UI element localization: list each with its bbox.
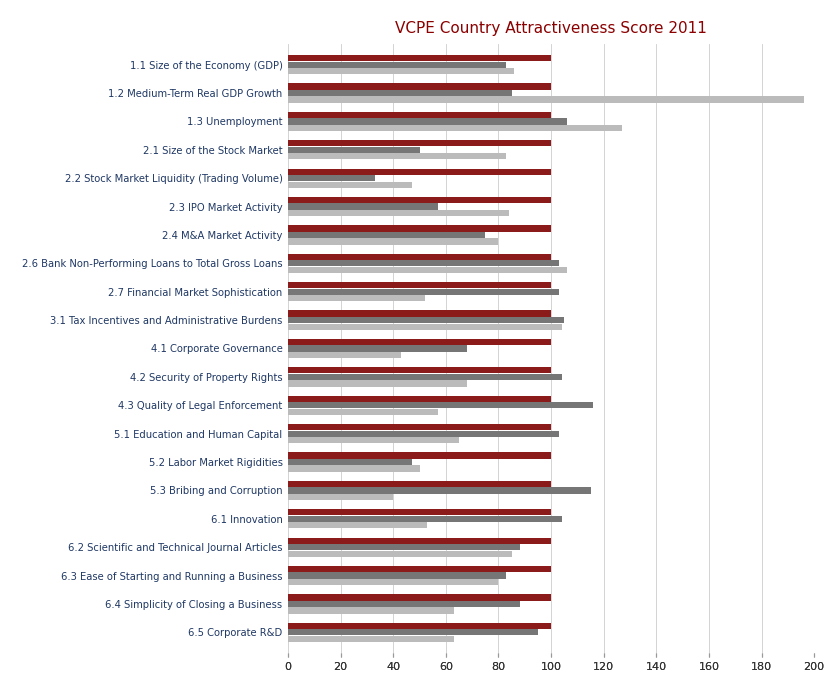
Bar <box>288 409 438 415</box>
Bar <box>288 84 551 90</box>
Bar <box>288 182 412 188</box>
Bar <box>288 494 393 500</box>
Bar <box>288 169 551 175</box>
Bar <box>288 629 538 636</box>
Title: VCPE Country Attractiveness Score 2011: VCPE Country Attractiveness Score 2011 <box>395 21 707 36</box>
Bar <box>288 465 419 472</box>
Bar <box>288 607 453 613</box>
Bar <box>288 232 485 238</box>
Bar <box>288 594 551 600</box>
Bar <box>288 140 551 146</box>
Bar <box>288 203 438 209</box>
Bar <box>288 239 498 245</box>
Bar <box>288 509 551 515</box>
Bar <box>288 260 559 267</box>
Bar <box>288 147 419 153</box>
Bar <box>288 254 551 260</box>
Bar <box>288 566 551 572</box>
Bar <box>288 380 467 386</box>
Bar <box>288 311 551 317</box>
Bar <box>288 112 551 118</box>
Bar <box>288 125 622 131</box>
Bar <box>288 295 425 301</box>
Bar <box>288 345 467 352</box>
Bar <box>288 515 562 522</box>
Bar <box>288 175 375 182</box>
Bar <box>288 97 803 103</box>
Bar <box>288 522 428 528</box>
Bar <box>288 452 551 458</box>
Bar <box>288 352 401 358</box>
Bar <box>288 339 551 345</box>
Bar <box>288 424 551 430</box>
Bar <box>288 225 551 232</box>
Bar <box>288 55 551 61</box>
Bar <box>288 579 498 585</box>
Bar <box>288 459 412 465</box>
Bar <box>288 374 562 380</box>
Bar <box>288 551 512 557</box>
Bar <box>288 118 567 124</box>
Bar <box>288 68 514 74</box>
Bar <box>288 488 590 494</box>
Bar <box>288 153 506 159</box>
Bar <box>288 90 512 96</box>
Bar <box>288 396 551 402</box>
Bar <box>288 282 551 288</box>
Bar <box>288 623 551 629</box>
Bar <box>288 210 509 216</box>
Bar <box>288 267 567 273</box>
Bar <box>288 402 593 409</box>
Bar <box>288 538 551 544</box>
Bar <box>288 430 559 437</box>
Bar <box>288 61 506 68</box>
Bar <box>288 367 551 373</box>
Bar <box>288 544 519 550</box>
Bar <box>288 573 506 579</box>
Bar <box>288 437 459 443</box>
Bar <box>288 317 564 323</box>
Bar <box>288 636 453 642</box>
Bar <box>288 481 551 487</box>
Bar <box>288 601 519 607</box>
Bar <box>288 288 559 295</box>
Bar <box>288 197 551 203</box>
Bar <box>288 324 562 330</box>
